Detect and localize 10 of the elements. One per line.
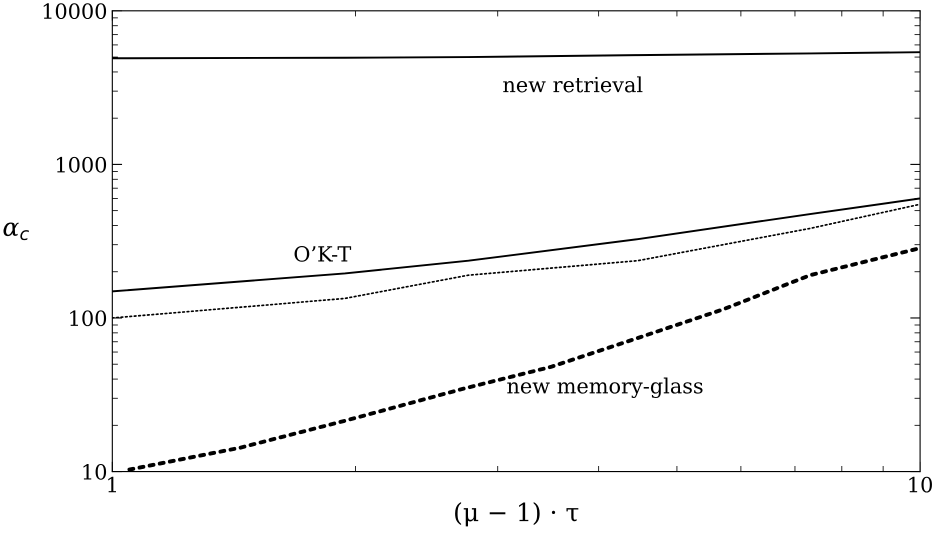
series-label: new retrieval <box>503 76 642 92</box>
x-axis-title: (μ − 1) · τ <box>455 502 578 526</box>
y-tick-label: 10 <box>83 464 106 480</box>
y-tick-label: 100 <box>70 310 106 326</box>
series-label: O’K-T <box>294 246 352 262</box>
y-tick-label: 10000 <box>44 3 106 20</box>
x-tick-label: 1 <box>108 476 116 492</box>
series-label: new memory-glass <box>507 378 703 398</box>
y-axis-title: α$_{c}$ <box>3 222 29 240</box>
y-tick-label: 1000 <box>56 156 106 173</box>
